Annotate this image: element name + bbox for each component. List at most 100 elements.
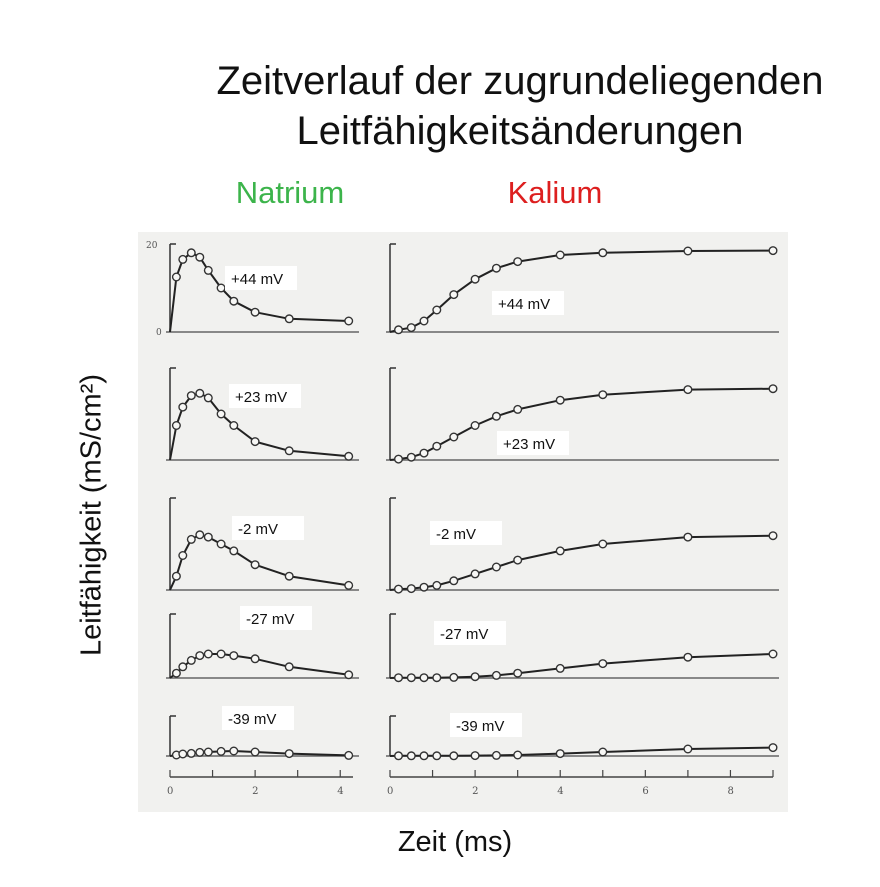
potassium-0-data-point: [432, 305, 442, 315]
potassium-3-data-point: [555, 663, 565, 673]
potassium-4-data-point: [406, 751, 416, 761]
potassium-3-series-label: -27 mV: [440, 626, 488, 643]
potassium-2-series-label: -2 mV: [436, 526, 476, 543]
sodium-2-data-point: [344, 580, 354, 590]
potassium-1-series-label: +23 mV: [503, 436, 555, 453]
potassium-1-data-point: [406, 452, 416, 462]
potassium-2-data-point: [470, 569, 480, 579]
potassium-1-data-point: [683, 385, 693, 395]
sodium-4-data-point: [195, 747, 205, 757]
potassium-0-series-label: +44 mV: [498, 296, 550, 313]
potassium-0-data-point: [470, 274, 480, 284]
potassium-1-data-point: [513, 404, 523, 414]
potassium-4-label-box: [450, 713, 522, 737]
sodium-1-data-point: [250, 437, 260, 447]
potassium-2-data-point: [406, 584, 416, 594]
y-tick-label-min: 0: [156, 328, 162, 338]
sodium-4-data-point: [178, 749, 188, 759]
potassium-3-data-point: [419, 673, 429, 683]
potassium-4-data-point: [555, 749, 565, 759]
sodium-2-data-point: [186, 534, 196, 544]
potassium-0-label-box: [492, 291, 564, 315]
potassium-3-data-point: [432, 673, 442, 683]
sodium-3-data-point: [186, 655, 196, 665]
potassium-4-data-point: [768, 743, 778, 753]
sodium-3-data-point: [171, 668, 181, 678]
potassium-1-data-point: [768, 384, 778, 394]
potassium-4-data-point: [598, 747, 608, 757]
potassium-1-data-point: [394, 454, 404, 464]
sodium-0-data-point: [216, 283, 226, 293]
potassium-4-data-point: [419, 751, 429, 761]
sodium-0-label-box: [225, 266, 297, 290]
sodium-0-data-point: [344, 316, 354, 326]
x-tick-label: 2: [472, 786, 478, 797]
sodium-1-data-point: [195, 388, 205, 398]
sodium-2-data-point: [171, 571, 181, 581]
sodium-3-data-point: [229, 651, 239, 661]
sodium-4-series-label: -39 mV: [228, 711, 276, 728]
potassium-4-data-point: [683, 744, 693, 754]
sodium-3-series-label: -27 mV: [246, 611, 294, 628]
sodium-1-label-box: [229, 384, 301, 408]
potassium-0-data-point: [598, 248, 608, 258]
sodium-3-data-point: [195, 651, 205, 661]
sodium-4-data-point: [203, 747, 213, 757]
sodium-4-data-point: [250, 747, 260, 757]
sodium-3-data-point: [344, 670, 354, 680]
potassium-3-data-point: [394, 673, 404, 683]
potassium-1-label-box: [497, 431, 569, 455]
potassium-0-data-point: [555, 250, 565, 260]
potassium-1-data-point: [432, 441, 442, 451]
potassium-2-data-point: [598, 539, 608, 549]
potassium-1-data-point: [491, 411, 501, 421]
potassium-0-data-point: [406, 323, 416, 333]
y-axis-label: Leitfähigkeit (mS/cm²): [75, 374, 108, 657]
potassium-2-data-point: [555, 546, 565, 556]
potassium-2-data-point: [768, 531, 778, 541]
sodium-2-data-point: [195, 530, 205, 540]
potassium-1-data-point: [598, 390, 608, 400]
potassium-4-data-point: [470, 751, 480, 761]
potassium-0-data-point: [513, 257, 523, 267]
sodium-4-label-box: [222, 706, 294, 730]
sodium-2-data-point: [250, 560, 260, 570]
sodium-2-series-label: -2 mV: [238, 521, 278, 538]
sodium-2-data-point: [216, 539, 226, 549]
sodium-0-data-point: [195, 252, 205, 262]
sodium-4-data-point: [216, 746, 226, 756]
sodium-4-data-point: [284, 749, 294, 759]
sodium-0-data-point: [186, 248, 196, 258]
potassium-2-data-point: [513, 555, 523, 565]
x-tick-label: 6: [642, 786, 648, 797]
potassium-1-data-point: [419, 448, 429, 458]
sodium-2-data-point: [203, 532, 213, 542]
sodium-1-data-point: [216, 409, 226, 419]
potassium-0-data-point: [419, 316, 429, 326]
sodium-0-data-point: [178, 254, 188, 264]
potassium-3-data-point: [683, 652, 693, 662]
sodium-4-data-point: [186, 748, 196, 758]
potassium-1-data-point: [470, 420, 480, 430]
sodium-1-series-label: +23 mV: [235, 389, 287, 406]
potassium-4-series-label: -39 mV: [456, 718, 504, 735]
y-tick-label-max: 20: [146, 241, 158, 251]
potassium-3-data-point: [491, 670, 501, 680]
potassium-2-data-point: [432, 580, 442, 590]
potassium-4-data-point: [449, 751, 459, 761]
potassium-4-data-point: [513, 750, 523, 760]
potassium-3-data-point: [470, 672, 480, 682]
potassium-3-data-point: [406, 673, 416, 683]
sodium-2-data-point: [229, 546, 239, 556]
potassium-0-data-point: [491, 263, 501, 273]
sodium-4-data-point: [229, 746, 239, 756]
potassium-1-data-point: [555, 395, 565, 405]
chart-title-line-1: Zeitverlauf der zugrundeliegenden: [216, 59, 824, 103]
potassium-2-data-point: [449, 576, 459, 586]
sodium-3-label-box: [240, 606, 312, 630]
potassium-4-data-point: [432, 751, 442, 761]
potassium-2-data-point: [419, 582, 429, 592]
x-tick-label: 0: [167, 786, 173, 797]
sodium-1-data-point: [186, 391, 196, 401]
potassium-0-data-point: [394, 325, 404, 335]
